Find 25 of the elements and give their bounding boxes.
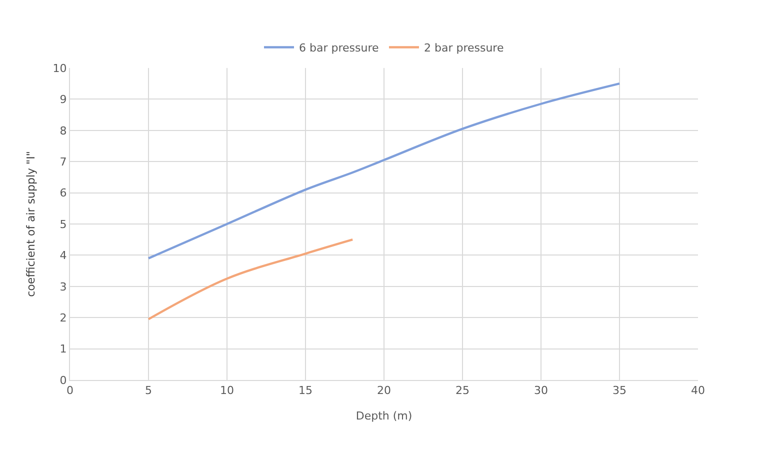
x-tick-label: 30: [534, 384, 548, 398]
y-tick-label: 10: [52, 62, 67, 75]
x-tick-label: 25: [456, 384, 470, 398]
legend-label: 6 bar pressure: [299, 42, 379, 55]
y-tick-label: 2: [60, 311, 67, 324]
x-tick-label: 5: [145, 384, 152, 398]
y-tick-label: 3: [60, 280, 67, 294]
y-tick-label: 7: [60, 155, 67, 168]
y-tick-label: 9: [60, 93, 67, 106]
x-axis-title: Depth (m): [356, 409, 412, 422]
y-axis-title: coefficient of air supply "I": [24, 151, 38, 297]
x-tick-label: 35: [612, 384, 626, 398]
y-tick-label: 6: [60, 186, 67, 200]
y-tick-label: 5: [60, 218, 67, 231]
line-series: [147, 82, 621, 260]
x-tick-label: 10: [220, 384, 234, 398]
x-tick-label: 15: [298, 384, 312, 398]
y-tick-label: 0: [60, 374, 67, 387]
y-tick-label: 1: [60, 342, 67, 356]
y-tick-label: 4: [60, 249, 67, 262]
legend-label: 2 bar pressure: [424, 42, 504, 55]
x-tick-label: 20: [377, 384, 391, 398]
x-tick-label: 40: [691, 384, 705, 398]
line-series: [147, 238, 354, 320]
y-tick-label: 8: [60, 124, 67, 138]
